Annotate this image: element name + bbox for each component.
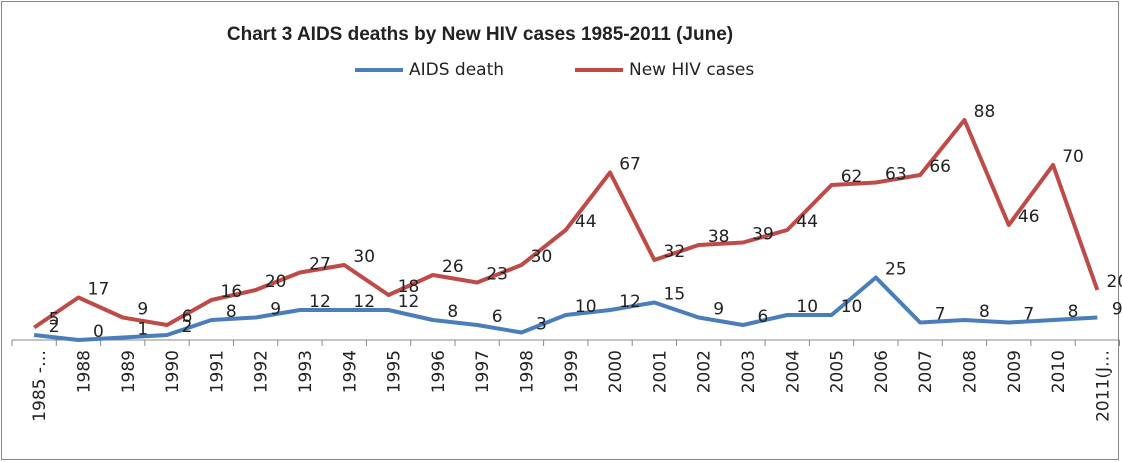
data-label: 10: [841, 297, 863, 317]
x-tick-label: 1995: [385, 350, 405, 393]
x-tick-label: 1985 -…: [30, 350, 50, 422]
x-tick-label: 2009: [1005, 350, 1025, 393]
data-label: 7: [935, 305, 946, 325]
x-tick-label: 1996: [429, 350, 449, 393]
x-tick-label: 2005: [828, 350, 848, 393]
data-label: 8: [226, 302, 237, 322]
data-label: 20: [265, 272, 287, 292]
x-tick-label: 2001: [650, 350, 670, 393]
data-label: 12: [619, 292, 641, 312]
x-tick-label: 2010: [1049, 350, 1069, 393]
legend-label: AIDS death: [409, 60, 504, 80]
data-label: 12: [309, 292, 331, 312]
x-tick-label: 1998: [517, 350, 537, 393]
x-tick-label: 2002: [695, 350, 715, 393]
data-label: 10: [575, 297, 597, 317]
x-tick-label: 1994: [340, 350, 360, 393]
data-label: 9: [137, 300, 148, 320]
data-label: 25: [885, 260, 907, 280]
x-tick-label: 2008: [960, 350, 980, 393]
data-label: 20: [1107, 272, 1122, 292]
x-tick-label: 1991: [207, 350, 227, 393]
data-label: 1: [137, 320, 148, 340]
data-label: 2: [49, 317, 60, 337]
chart-title: Chart 3 AIDS deaths by New HIV cases 198…: [227, 24, 733, 45]
x-tick-label: 2011(J…: [1093, 350, 1113, 422]
data-label: 67: [619, 155, 641, 175]
data-label: 8: [979, 302, 990, 322]
data-label: 70: [1062, 147, 1084, 167]
data-label: 9: [270, 300, 281, 320]
data-label: 6: [492, 307, 503, 327]
data-label: 12: [353, 292, 375, 312]
data-label: 30: [353, 247, 375, 267]
data-label: 39: [752, 225, 774, 245]
data-label: 16: [221, 282, 243, 302]
data-label: 26: [442, 257, 464, 277]
data-label: 0: [93, 322, 104, 342]
data-label: 62: [841, 167, 863, 187]
x-tick-label: 1992: [252, 350, 272, 393]
data-label: 38: [708, 227, 730, 247]
data-label: 6: [758, 307, 769, 327]
x-tick-label: 2007: [916, 350, 936, 393]
data-label: 8: [1068, 302, 1079, 322]
x-tick-label: 1990: [163, 350, 183, 393]
data-label: 66: [929, 157, 951, 177]
data-label: 44: [796, 212, 818, 232]
data-label: 12: [398, 292, 420, 312]
data-label: 46: [1018, 207, 1040, 227]
legend-label: New HIV cases: [629, 60, 754, 80]
data-label: 44: [575, 212, 597, 232]
data-label: 27: [309, 255, 331, 275]
data-label: 8: [447, 302, 458, 322]
data-label: 9: [1112, 300, 1122, 320]
data-label: 32: [664, 242, 686, 262]
data-label: 7: [1023, 305, 1034, 325]
data-label: 15: [664, 285, 686, 305]
series-line: [33, 118, 1100, 330]
x-tick-label: 1988: [74, 350, 94, 393]
data-label: 30: [531, 247, 553, 267]
data-label: 18: [398, 277, 420, 297]
x-tick-label: 1997: [473, 350, 493, 393]
data-label: 3: [536, 315, 547, 335]
data-label: 10: [796, 297, 818, 317]
data-label: 2: [182, 317, 193, 337]
data-label: 17: [88, 280, 110, 300]
x-tick-label: 2006: [872, 350, 892, 393]
data-label: 23: [486, 265, 508, 285]
x-tick-label: 1999: [562, 350, 582, 393]
x-tick-label: 2000: [606, 350, 626, 393]
x-tick-label: 2003: [739, 350, 759, 393]
x-tick-label: 1993: [296, 350, 316, 393]
series-line: [33, 275, 1098, 342]
data-label: 6: [182, 307, 193, 327]
x-tick-label: 1989: [119, 350, 139, 393]
data-label: 63: [885, 165, 907, 185]
x-tick-label: 2004: [783, 350, 803, 393]
data-label: 88: [974, 102, 996, 122]
data-label: 5: [49, 310, 60, 330]
data-label: 9: [713, 300, 724, 320]
